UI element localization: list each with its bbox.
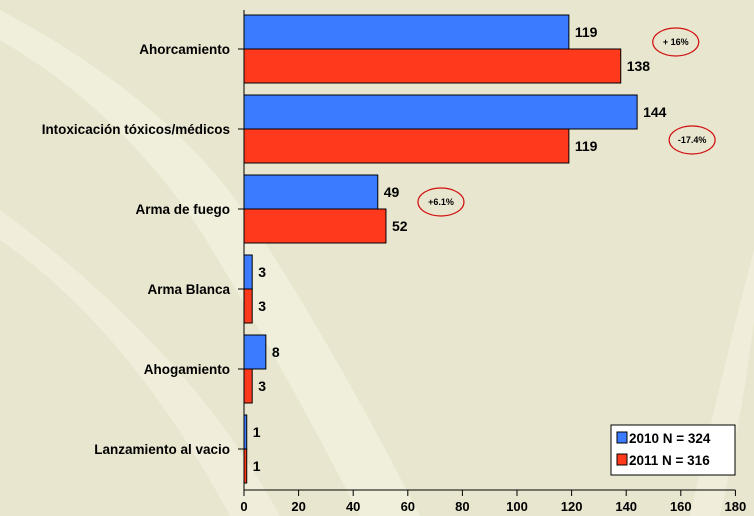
category-label: Ahorcamiento	[139, 42, 230, 57]
category-label: Intoxicación tóxicos/médicos	[42, 122, 230, 137]
legend-swatch	[616, 453, 628, 466]
annotation-label: + 16%	[663, 37, 689, 47]
bar-series-1	[243, 174, 379, 210]
bar-series-1	[243, 94, 638, 130]
bar-series-1	[243, 414, 248, 450]
data-label: 3	[258, 298, 266, 314]
x-tick-label: 160	[670, 499, 692, 514]
bar-series-2	[243, 448, 248, 484]
annotation-label: -17.4%	[678, 135, 707, 145]
x-tick-label: 60	[401, 499, 415, 514]
data-label: 1	[253, 424, 261, 440]
x-tick-label: 20	[291, 499, 305, 514]
x-tick-label: 0	[240, 499, 247, 514]
bar-series-2	[243, 208, 387, 244]
data-label: 3	[258, 378, 266, 394]
category-label: Arma Blanca	[147, 282, 230, 297]
annotation-label: +6.1%	[428, 197, 454, 207]
data-label: 138	[627, 58, 651, 74]
x-tick-label: 100	[506, 499, 528, 514]
category-label: Lanzamiento al vacio	[94, 442, 230, 457]
bar-series-1	[243, 254, 253, 290]
data-label: 52	[392, 218, 408, 234]
data-label: 49	[384, 184, 400, 200]
x-tick-label: 80	[455, 499, 469, 514]
annotation-ellipse	[668, 125, 716, 155]
category-label: Arma de fuego	[135, 202, 230, 217]
data-label: 119	[575, 24, 598, 40]
legend-label: 2011 N = 316	[629, 453, 710, 468]
x-tick-label: 180	[725, 499, 747, 514]
bar-series-2	[243, 368, 253, 404]
legend-box	[610, 424, 736, 476]
data-label: 1	[253, 458, 261, 474]
plot-area: 0 20 40 60 80 100 120 140 160 180 Ahorcamiento 119 1…	[42, 10, 747, 514]
annotation-ellipse	[417, 187, 465, 217]
bar-series-2	[243, 48, 622, 84]
legend-label: 2010 N = 324	[629, 431, 711, 446]
x-tick-label: 140	[615, 499, 637, 514]
bar-series-1	[243, 334, 267, 370]
data-label: 144	[643, 104, 667, 120]
category-label: Ahogamiento	[144, 362, 230, 377]
legend-swatch	[616, 431, 628, 444]
data-label: 3	[258, 264, 266, 280]
x-tick-label: 120	[561, 499, 583, 514]
data-label: 8	[272, 344, 280, 360]
data-label: 119	[575, 138, 598, 154]
legend: 2010 N = 324 2011 N = 316	[610, 424, 736, 476]
bar-series-1	[243, 14, 570, 50]
x-tick-label: 40	[346, 499, 360, 514]
annotation-ellipse	[652, 27, 700, 57]
bar-series-2	[243, 128, 570, 164]
bar-series-2	[243, 288, 253, 324]
